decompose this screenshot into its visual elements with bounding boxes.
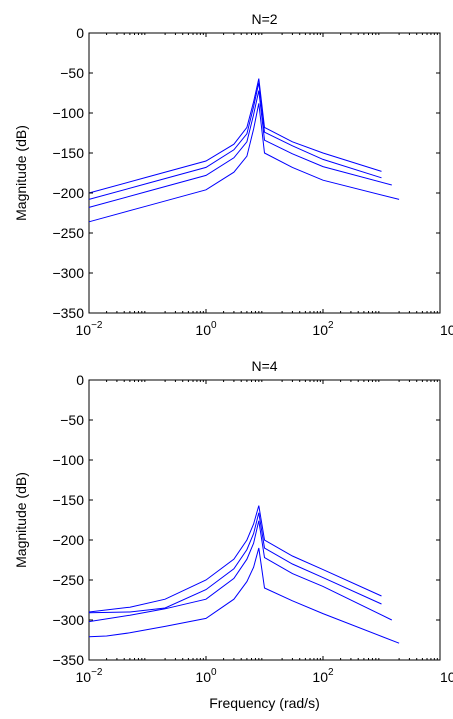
series-line-3 (88, 520, 393, 623)
x-tick-label: 102 (312, 667, 334, 685)
y-tick-label: −300 (52, 265, 84, 281)
y-tick-label: −100 (52, 105, 84, 121)
y-tick-label: −200 (52, 185, 84, 201)
y-tick-label: −200 (52, 532, 84, 548)
x-tick-label: 100 (195, 667, 217, 685)
chart-title: N=2 (251, 11, 277, 27)
series-line-1 (88, 78, 382, 194)
series-line-4 (88, 103, 400, 223)
x-tick-label: 10−2 (76, 667, 103, 685)
y-tick-label: −150 (52, 145, 84, 161)
plot-area-frame (88, 32, 441, 314)
x-tick-label: 104 (440, 320, 453, 338)
series-line-4 (88, 547, 400, 644)
y-tick-label: 0 (76, 25, 84, 41)
x-tick-label: 102 (312, 320, 334, 338)
x-tick-label: 100 (195, 320, 217, 338)
x-axis-label: Frequency (rad/s) (209, 695, 319, 711)
series-line-3 (88, 90, 392, 208)
y-tick-label: −350 (52, 652, 84, 668)
series-line-2 (88, 512, 382, 614)
y-tick-label: 0 (76, 372, 84, 388)
y-tick-label: −250 (52, 225, 84, 241)
plot-area-frame (88, 379, 441, 661)
y-tick-label: −350 (52, 305, 84, 321)
y-axis-label: Magnitude (dB) (13, 472, 29, 568)
y-tick-label: −50 (60, 412, 84, 428)
series-line-2 (88, 82, 382, 200)
x-tick-label: 10−2 (76, 320, 103, 338)
series-line-1 (88, 505, 382, 613)
y-tick-label: −250 (52, 572, 84, 588)
x-tick-label: 104 (440, 667, 453, 685)
y-tick-label: −150 (52, 492, 84, 508)
y-tick-label: −50 (60, 65, 84, 81)
y-tick-label: −300 (52, 612, 84, 628)
chart-title: N=4 (251, 358, 277, 374)
y-axis-label: Magnitude (dB) (13, 125, 29, 221)
y-tick-label: −100 (52, 452, 84, 468)
